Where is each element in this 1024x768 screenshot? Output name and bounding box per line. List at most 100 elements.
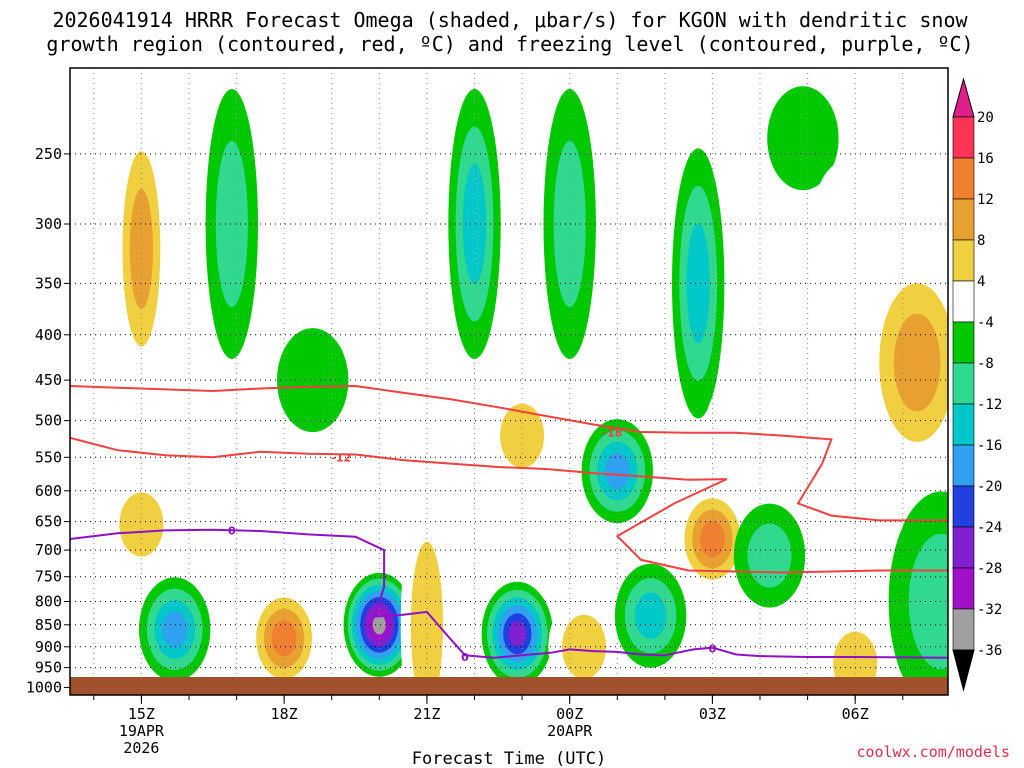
colorbar-bottom-arrow — [952, 649, 975, 692]
y-tick-label-1: 300 — [35, 215, 62, 233]
y-tick-label-15: 1000 — [26, 678, 62, 696]
freezing-level-label-0: 0 — [228, 524, 236, 537]
omega-band-12-1 — [562, 614, 606, 679]
omega-band-2-3 — [162, 611, 188, 648]
omega-band-21-0 — [814, 159, 887, 263]
omega-feature-2 — [139, 577, 211, 682]
x-tick-sublabel-0-0: 19APR — [119, 722, 165, 740]
omega-band-17-0 — [705, 376, 777, 481]
omega-band-14-2 — [634, 592, 667, 639]
omega-feature-23 — [864, 252, 948, 473]
x-tick-label-0: 15Z — [128, 705, 155, 723]
y-tick-label-11: 800 — [35, 593, 62, 611]
x-tick-sublabel-3-0: 20APR — [547, 722, 593, 740]
omega-band-18-1 — [747, 523, 792, 588]
x-tick-label-3: 00Z — [556, 705, 583, 723]
freezing-level-label-1: 0 — [461, 651, 469, 664]
omega-feature-21 — [814, 159, 887, 263]
colorbar-swatch-11 — [952, 567, 975, 610]
y-tick-label-3: 400 — [35, 326, 62, 344]
omega-feature-9 — [481, 581, 553, 686]
omega-band-9-5 — [508, 621, 526, 647]
colorbar-label-12: -32 — [977, 602, 1002, 618]
colorbar-swatch-9 — [952, 485, 975, 528]
omega-band-15-2 — [686, 223, 710, 344]
x-tick-label-4: 03Z — [699, 705, 726, 723]
dgz-contour-0 — [70, 436, 948, 574]
omega-feature-13 — [581, 419, 653, 524]
colorbar-label-9: -20 — [977, 479, 1002, 495]
omega-band-10-1 — [500, 403, 545, 468]
colorbar-swatch-5 — [952, 321, 975, 364]
y-tick-label-6: 550 — [35, 448, 62, 466]
colorbar-label-6: -8 — [977, 356, 994, 372]
colorbar-label-3: 8 — [977, 233, 985, 249]
omega-feature-3 — [205, 89, 258, 359]
omega-feature-1 — [105, 472, 178, 577]
x-tick-label-2: 21Z — [413, 705, 440, 723]
colorbar-label-5: -4 — [977, 315, 994, 331]
colorbar-swatch-6 — [952, 362, 975, 405]
y-axis: 250 300 350 400 450 500 550 600 650 700 750 800 850 9… — [26, 145, 70, 696]
plot-frame — [69, 67, 949, 696]
colorbar-label-2: 12 — [977, 192, 994, 208]
chart-title-line-2: growth region (contoured, red, ºC) and f… — [46, 32, 973, 56]
omega-feature-5 — [277, 328, 349, 433]
y-tick-label-9: 700 — [35, 541, 62, 559]
omega-shading-layer — [105, 86, 948, 695]
colorbar-swatch-4 — [952, 280, 975, 323]
chart-title-line-1: 2026041914 HRRR Forecast Omega (shaded, … — [52, 8, 968, 32]
colorbar-label-10: -24 — [977, 520, 1002, 536]
colorbar-swatch-1 — [952, 157, 975, 200]
y-tick-label-5: 500 — [35, 412, 62, 430]
y-tick-label-8: 650 — [35, 513, 62, 531]
colorbar-label-1: 16 — [977, 151, 994, 167]
omega-feature-14 — [614, 563, 687, 668]
y-tick-label-4: 450 — [35, 371, 62, 389]
omega-feature-17 — [705, 376, 777, 481]
colorbar-top-arrow — [952, 77, 975, 118]
y-tick-label-0: 250 — [35, 145, 62, 163]
colorbar-label-4: 4 — [977, 274, 985, 290]
colorbar-label-13: -36 — [977, 643, 1002, 659]
colorbar-label-0: 20 — [977, 110, 994, 126]
credit-text[interactable]: coolwx.com/models — [856, 743, 1010, 761]
y-tick-label-10: 750 — [35, 568, 62, 586]
y-tick-label-14: 950 — [35, 659, 62, 677]
y-tick-label-2: 350 — [35, 274, 62, 292]
omega-feature-12 — [548, 594, 620, 695]
omega-feature-18 — [733, 503, 806, 608]
omega-feature-15 — [672, 148, 725, 419]
omega-band-5-0 — [277, 328, 349, 433]
colorbar-swatch-7 — [952, 403, 975, 446]
colorbar-label-11: -28 — [977, 561, 1002, 577]
omega-band-1-1 — [119, 492, 164, 557]
colorbar-legend: 20 16 12 8 4 -4 -8 -12 -16 -20 -24 -28 -32 -36 — [952, 77, 1002, 692]
colorbar-swatch-8 — [952, 444, 975, 487]
y-tick-label-12: 850 — [35, 616, 62, 634]
omega-band-3-1 — [215, 140, 248, 308]
terrain-ground-strip — [70, 677, 948, 695]
dgz-contour-1 — [70, 384, 948, 522]
x-tick-label-1: 18Z — [271, 705, 298, 723]
colorbar-swatch-3 — [952, 239, 975, 282]
colorbar-swatch-10 — [952, 526, 975, 569]
colorbar-swatch-12 — [952, 608, 975, 651]
omega-band-19-0 — [738, 611, 810, 695]
omega-band-24-1 — [908, 533, 948, 670]
omega-band-6-7 — [372, 615, 386, 635]
y-tick-label-7: 600 — [35, 482, 62, 500]
colorbar-label-8: -16 — [977, 438, 1002, 454]
colorbar-swatch-0 — [952, 116, 975, 159]
colorbar-label-7: -12 — [977, 397, 1002, 413]
x-tick-sublabel-0-1: 2026 — [123, 739, 159, 757]
dgz-contour-label-1: -18 — [603, 427, 623, 440]
x-tick-label-5: 06Z — [842, 705, 869, 723]
x-axis-label: Forecast Time (UTC) — [412, 749, 606, 768]
omega-feature-24 — [888, 491, 948, 695]
omega-feature-20 — [767, 86, 839, 191]
contour-layer: -12 -18 0 0 0 — [70, 384, 948, 664]
omega-feature-10 — [486, 383, 558, 488]
